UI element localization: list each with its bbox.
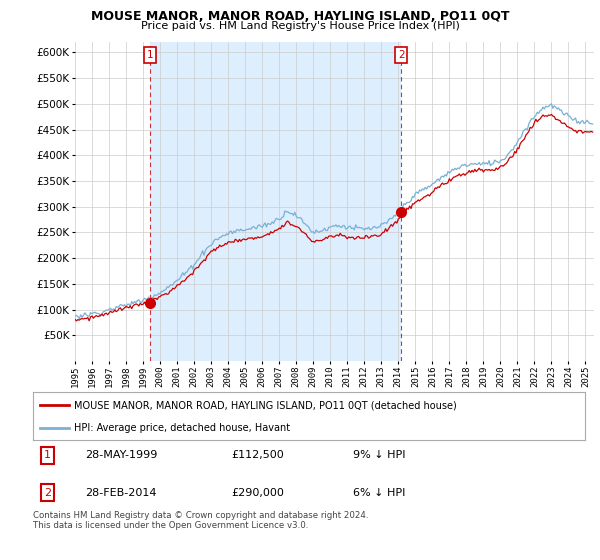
Text: HPI: Average price, detached house, Havant: HPI: Average price, detached house, Hava… <box>74 423 290 433</box>
Text: 1: 1 <box>146 50 153 60</box>
Text: Price paid vs. HM Land Registry's House Price Index (HPI): Price paid vs. HM Land Registry's House … <box>140 21 460 31</box>
Bar <box>150 42 401 361</box>
Text: 2: 2 <box>398 50 404 60</box>
Text: 28-MAY-1999: 28-MAY-1999 <box>85 450 158 460</box>
Text: 28-FEB-2014: 28-FEB-2014 <box>85 488 157 498</box>
Text: 9% ↓ HPI: 9% ↓ HPI <box>353 450 406 460</box>
Text: MOUSE MANOR, MANOR ROAD, HAYLING ISLAND, PO11 0QT (detached house): MOUSE MANOR, MANOR ROAD, HAYLING ISLAND,… <box>74 400 457 410</box>
Text: 6% ↓ HPI: 6% ↓ HPI <box>353 488 406 498</box>
Text: MOUSE MANOR, MANOR ROAD, HAYLING ISLAND, PO11 0QT: MOUSE MANOR, MANOR ROAD, HAYLING ISLAND,… <box>91 10 509 22</box>
Text: £112,500: £112,500 <box>232 450 284 460</box>
Text: 1: 1 <box>44 450 51 460</box>
Text: Contains HM Land Registry data © Crown copyright and database right 2024.
This d: Contains HM Land Registry data © Crown c… <box>33 511 368 530</box>
Text: 2: 2 <box>44 488 51 498</box>
Text: £290,000: £290,000 <box>232 488 284 498</box>
